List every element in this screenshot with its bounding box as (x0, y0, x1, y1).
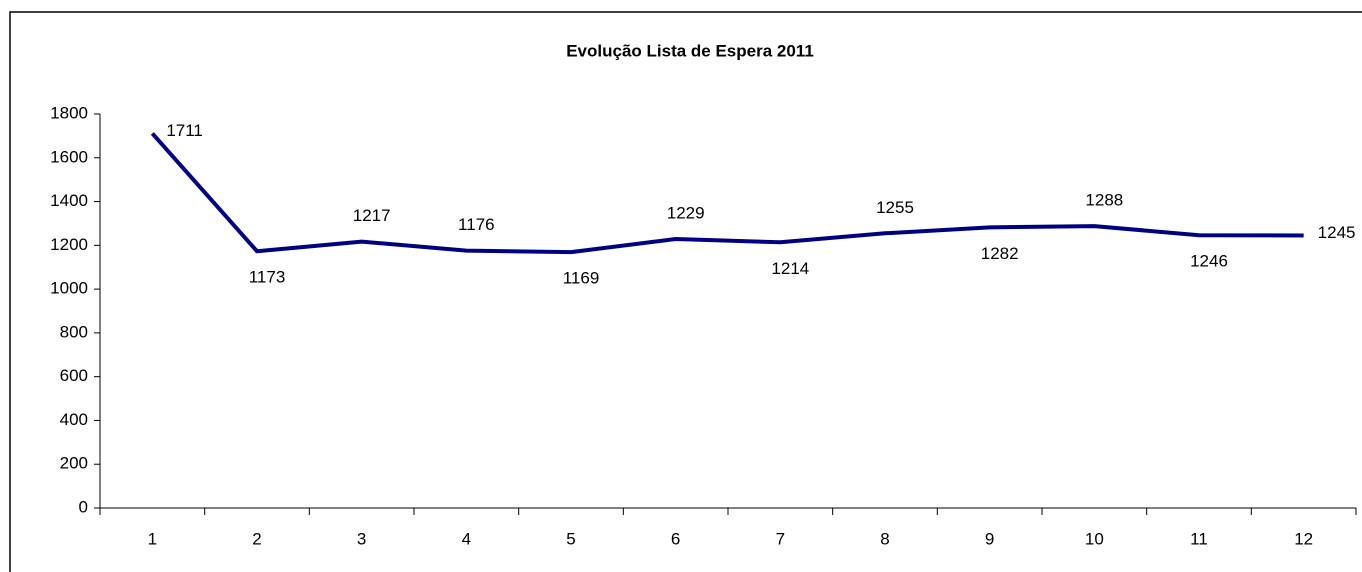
data-label: 1169 (563, 269, 600, 288)
x-tick-label: 8 (880, 529, 889, 548)
data-label: 1255 (876, 198, 914, 217)
data-label: 1173 (249, 268, 286, 287)
x-tick-label: 3 (357, 529, 366, 548)
y-tick-label: 800 (60, 322, 88, 341)
data-label: 1176 (458, 215, 495, 234)
data-label: 1245 (1318, 223, 1356, 242)
data-label: 1711 (166, 121, 203, 140)
chart-frame (9, 11, 1362, 572)
y-tick-label: 600 (60, 366, 88, 385)
data-line (150, 132, 1304, 255)
chart-title: Evolução Lista de Espera 2011 (566, 41, 814, 60)
data-label: 1229 (667, 203, 705, 222)
y-tick-label: 1000 (50, 279, 88, 298)
x-tick-label: 1 (148, 529, 157, 548)
y-tick-label: 400 (60, 410, 88, 429)
y-tick-label: 1400 (50, 191, 88, 210)
x-tick-label: 4 (462, 529, 471, 548)
y-tick-label: 1800 (50, 103, 88, 122)
data-label: 1214 (771, 259, 809, 278)
x-tick-label: 7 (776, 529, 785, 548)
y-tick-label: 1600 (50, 147, 88, 166)
x-tick-label: 6 (671, 529, 680, 548)
y-tick-label: 1200 (50, 235, 88, 254)
data-label: 1288 (1085, 191, 1123, 210)
x-tick-label: 9 (985, 529, 994, 548)
x-tick-label: 2 (252, 529, 261, 548)
x-tick-label: 12 (1294, 529, 1313, 548)
data-label: 1246 (1190, 252, 1228, 271)
y-tick-label: 0 (79, 497, 88, 516)
x-tick-label: 11 (1190, 529, 1208, 548)
y-tick-label: 200 (60, 454, 88, 473)
data-label: 1282 (981, 244, 1019, 263)
x-tick-label: 10 (1085, 529, 1104, 548)
x-tick-label: 5 (566, 529, 575, 548)
data-label: 1217 (353, 206, 391, 225)
